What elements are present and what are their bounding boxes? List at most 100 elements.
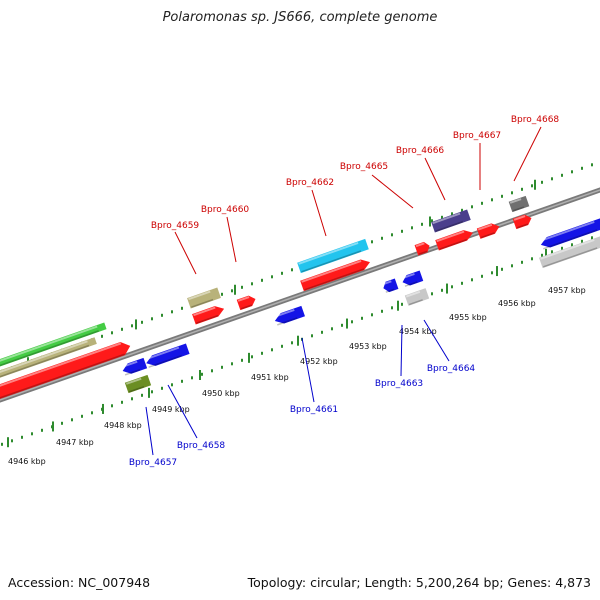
- gene-shade: [0, 344, 90, 383]
- gene-shade: [124, 368, 141, 376]
- gene-body: [0, 322, 107, 372]
- gene-shade: [512, 206, 525, 212]
- callout-line: [424, 157, 446, 201]
- gene-label-bpro-4663: Bpro_4663: [375, 379, 423, 389]
- backbone-highlight: [0, 189, 600, 401]
- gene-bpro-4663: [382, 278, 399, 293]
- gene-shade: [148, 354, 182, 368]
- gene-shade: [0, 330, 99, 371]
- callout-line: [174, 231, 197, 275]
- gene-shine: [540, 221, 595, 242]
- gene-shine: [298, 242, 359, 265]
- gene-shine: [0, 342, 122, 398]
- gene-bpro-4667: [476, 223, 500, 239]
- gene-shade: [516, 223, 529, 229]
- gene-shade: [301, 250, 362, 273]
- gene-shade: [480, 232, 495, 239]
- gene-bpro-4657: [124, 374, 152, 394]
- gene-shine: [274, 308, 295, 318]
- gene-shine: [540, 239, 595, 260]
- gene-shade: [196, 314, 219, 324]
- gene-label-bpro-4658: Bpro_4658: [177, 441, 226, 451]
- gene-label-bpro-4664: Bpro_4664: [427, 364, 476, 374]
- gene-shine: [237, 296, 250, 302]
- gene-green-left: [0, 322, 107, 372]
- gene-shade: [385, 288, 395, 293]
- gene-blue-right: [540, 217, 600, 250]
- gene-shade: [543, 247, 598, 268]
- position-label: 4956 kbp: [498, 299, 536, 308]
- gene-body: [124, 374, 152, 394]
- gene-shine: [382, 280, 392, 286]
- gene-shade: [191, 298, 214, 308]
- gene-bpro-4660: [236, 295, 256, 311]
- gene-shine: [405, 290, 421, 298]
- callout-line: [167, 384, 198, 439]
- position-label: 4949 kbp: [152, 405, 190, 414]
- gene-body: [414, 241, 430, 256]
- position-label: 4954 kbp: [399, 327, 437, 336]
- gene-shade: [418, 250, 428, 255]
- gene-shade: [408, 299, 423, 306]
- gene-bpro-4664: [401, 270, 424, 287]
- gene-khaki-left: [0, 337, 97, 383]
- position-label: 4950 kbp: [202, 389, 240, 398]
- gene-shine: [513, 215, 526, 221]
- gene-shade: [404, 281, 418, 287]
- position-label: 4947 kbp: [56, 438, 94, 447]
- position-label: 4952 kbp: [300, 357, 338, 366]
- callout-line: [226, 216, 237, 263]
- gene-bpro-4662: [297, 238, 369, 274]
- callout-line: [145, 406, 154, 456]
- gene-bpro-4658: [145, 343, 190, 368]
- gene-shine: [145, 346, 180, 361]
- gene-body: [122, 357, 148, 374]
- callout-line: [301, 337, 315, 403]
- gene-shade: [543, 229, 598, 250]
- gene-label-bpro-4660: Bpro_4660: [201, 205, 250, 215]
- gene-red-4662b: [300, 259, 370, 292]
- position-label: 4957 kbp: [548, 286, 586, 295]
- callout-line: [423, 319, 450, 362]
- gene-lightgray-right: [539, 235, 600, 269]
- position-label: 4955 kbp: [449, 313, 487, 322]
- accession-text: Accession: NC_007948: [8, 575, 151, 590]
- gene-body: [476, 223, 500, 239]
- position-label: 4946 kbp: [8, 457, 46, 466]
- gene-shine: [509, 198, 522, 204]
- gene-shine: [188, 290, 211, 301]
- gene-body: [187, 287, 221, 309]
- gene-red-left: [0, 341, 131, 409]
- gene-shade: [304, 268, 365, 291]
- gene-shade: [128, 385, 145, 393]
- gene-bpro-4668: [508, 195, 530, 213]
- callout-line: [513, 126, 542, 182]
- position-label: 4948 kbp: [104, 421, 142, 430]
- gene-label-bpro-4657: Bpro_4657: [129, 458, 177, 468]
- callout-line: [400, 324, 403, 377]
- gene-label-bpro-4661: Bpro_4661: [290, 405, 338, 415]
- gene-shine: [415, 242, 425, 248]
- gene-bpro-4665: [414, 241, 430, 256]
- gene-bpro-4661: [274, 305, 305, 326]
- position-label: 4951 kbp: [251, 373, 289, 382]
- gene-body: [512, 214, 532, 230]
- gene-bpro-4659: [192, 306, 225, 325]
- gene-body: [192, 306, 225, 325]
- gene-body: [297, 238, 369, 274]
- gene-shine: [193, 306, 216, 317]
- gene-body: [402, 270, 424, 286]
- gene-label-bpro-4667: Bpro_4667: [453, 131, 501, 141]
- gene-shade: [277, 317, 298, 326]
- gene-shade: [435, 220, 464, 232]
- gene-shade: [240, 304, 253, 310]
- gene-body: [539, 235, 600, 269]
- gene-body: [540, 217, 600, 248]
- callout-line: [311, 189, 327, 237]
- gene-shine: [477, 223, 493, 231]
- gene-label-bpro-4659: Bpro_4659: [151, 221, 200, 231]
- gene-body: [274, 305, 305, 324]
- gene-label-bpro-4666: Bpro_4666: [396, 146, 445, 156]
- gene-red-4668b: [512, 214, 532, 230]
